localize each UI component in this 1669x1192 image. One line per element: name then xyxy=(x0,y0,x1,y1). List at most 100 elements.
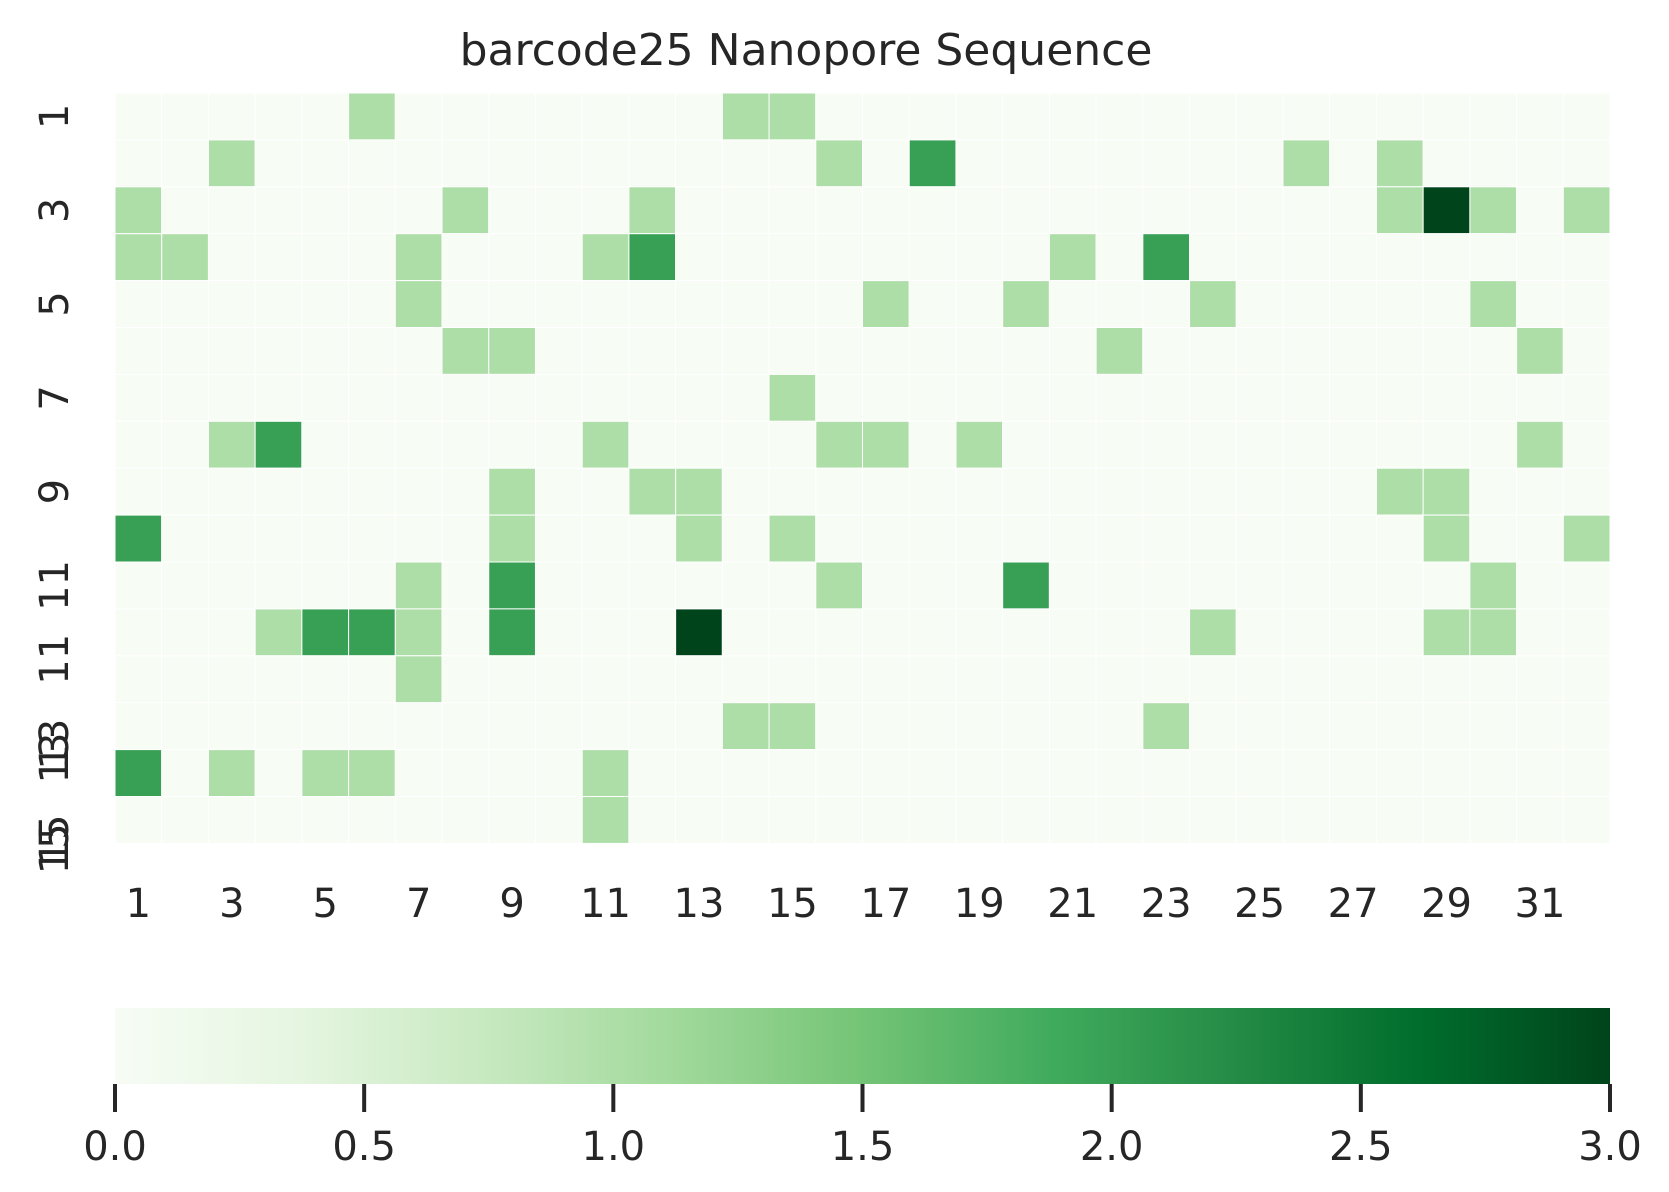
heatmap-cell xyxy=(1189,139,1237,188)
heatmap-cell xyxy=(1375,327,1424,375)
heatmap-cell xyxy=(1469,467,1518,516)
heatmap-cell xyxy=(1095,467,1144,516)
heatmap-cell xyxy=(1329,796,1377,844)
heatmap-cell xyxy=(1002,702,1050,751)
y-tick-label: 3 xyxy=(32,198,78,223)
heatmap-cell xyxy=(534,655,583,704)
heatmap-cell xyxy=(1329,702,1377,751)
heatmap-cell xyxy=(301,327,350,375)
heatmap-cell xyxy=(955,749,1004,797)
heatmap-cell xyxy=(394,467,443,516)
heatmap-cell xyxy=(301,561,350,610)
heatmap-cell xyxy=(1469,702,1518,751)
heatmap-cell xyxy=(1235,796,1284,844)
heatmap-cell xyxy=(1469,608,1518,657)
heatmap-cell xyxy=(815,702,864,751)
heatmap-cell xyxy=(394,561,443,610)
heatmap-cell xyxy=(254,749,303,797)
y-tick-label: 15 xyxy=(32,814,78,865)
heatmap-cell xyxy=(254,233,303,282)
heatmap-cell xyxy=(1422,373,1471,422)
heatmap-cell xyxy=(441,796,490,844)
heatmap-cell xyxy=(628,702,677,751)
heatmap-cell xyxy=(534,186,583,235)
heatmap-cell xyxy=(1189,92,1237,141)
heatmap-cell xyxy=(207,467,256,516)
colorbar-ticks: 0.0 0.5 1.0 1.5 2.0 2.5 3.0 xyxy=(83,1084,1642,1170)
heatmap-cell xyxy=(441,467,490,516)
heatmap-cell xyxy=(114,608,163,657)
heatmap-cell xyxy=(1142,280,1191,329)
heatmap-cell xyxy=(721,561,770,610)
heatmap-cell xyxy=(955,327,1004,375)
heatmap-cell xyxy=(1516,373,1564,422)
heatmap-cell xyxy=(815,280,864,329)
heatmap-cell xyxy=(1562,186,1611,235)
heatmap-cell xyxy=(1048,373,1097,422)
heatmap-cell xyxy=(1235,327,1284,375)
heatmap-cell xyxy=(768,92,817,141)
heatmap-cell xyxy=(675,373,723,422)
y-tick-label: 5 xyxy=(32,291,78,316)
heatmap-cell xyxy=(768,186,817,235)
heatmap-cell xyxy=(721,373,770,422)
heatmap-cell xyxy=(1235,749,1284,797)
heatmap-cell xyxy=(1516,749,1564,797)
heatmap-cell xyxy=(1235,514,1284,563)
y-tick-label: 9 xyxy=(32,479,78,504)
heatmap-cell xyxy=(207,233,256,282)
heatmap-cell xyxy=(1422,139,1471,188)
heatmap-cell xyxy=(254,514,303,563)
heatmap-cell xyxy=(1282,467,1331,516)
heatmap-cell xyxy=(161,514,209,563)
heatmap-cell xyxy=(1562,92,1611,141)
heatmap-cell xyxy=(721,92,770,141)
heatmap-cell xyxy=(301,280,350,329)
heatmap-cell xyxy=(1095,373,1144,422)
heatmap-cell xyxy=(1048,514,1097,563)
heatmap-cell xyxy=(721,139,770,188)
x-tick-label: 23 xyxy=(1141,881,1192,927)
x-tick-label: 27 xyxy=(1328,881,1379,927)
heatmap-cell xyxy=(1142,749,1191,797)
heatmap-cell xyxy=(1562,467,1611,516)
heatmap-cell xyxy=(1002,139,1050,188)
x-axis-ticks: 1 3 5 7 9 11 13 15 17 19 21 23 25 27 29 31 xyxy=(126,881,1566,927)
heatmap-cell xyxy=(1048,92,1097,141)
heatmap-cell xyxy=(675,467,723,516)
heatmap-cell xyxy=(114,702,163,751)
heatmap-cell xyxy=(768,702,817,751)
heatmap-cell xyxy=(394,514,443,563)
heatmap-cell xyxy=(207,702,256,751)
heatmap-cell xyxy=(534,420,583,469)
heatmap-cell xyxy=(768,373,817,422)
heatmap-cell xyxy=(254,655,303,704)
heatmap-cell xyxy=(675,608,723,657)
heatmap-cell xyxy=(348,92,396,141)
heatmap-cell xyxy=(207,92,256,141)
heatmap-cell xyxy=(1329,561,1377,610)
x-tick-label: 29 xyxy=(1421,881,1472,927)
heatmap-cell xyxy=(1002,280,1050,329)
heatmap-cell xyxy=(675,749,723,797)
heatmap-cell xyxy=(534,327,583,375)
heatmap-cell xyxy=(908,796,957,844)
heatmap-cell xyxy=(675,514,723,563)
heatmap-cell xyxy=(1142,561,1191,610)
heatmap-cell xyxy=(1048,561,1097,610)
heatmap-cell xyxy=(1516,796,1564,844)
heatmap-cell xyxy=(581,420,630,469)
heatmap-cell xyxy=(1189,186,1237,235)
heatmap-cell xyxy=(1002,796,1050,844)
x-tick-label: 31 xyxy=(1515,881,1566,927)
colorbar-tick-label: 2.5 xyxy=(1329,1124,1393,1170)
heatmap-cell xyxy=(1516,233,1564,282)
heatmap-cell xyxy=(301,749,350,797)
x-tick-label: 7 xyxy=(406,881,431,927)
colorbar xyxy=(115,1008,1610,1084)
heatmap-cell xyxy=(1142,139,1191,188)
heatmap-cell xyxy=(955,420,1004,469)
heatmap-cell xyxy=(348,749,396,797)
heatmap-cell xyxy=(114,280,163,329)
heatmap-cell xyxy=(254,796,303,844)
